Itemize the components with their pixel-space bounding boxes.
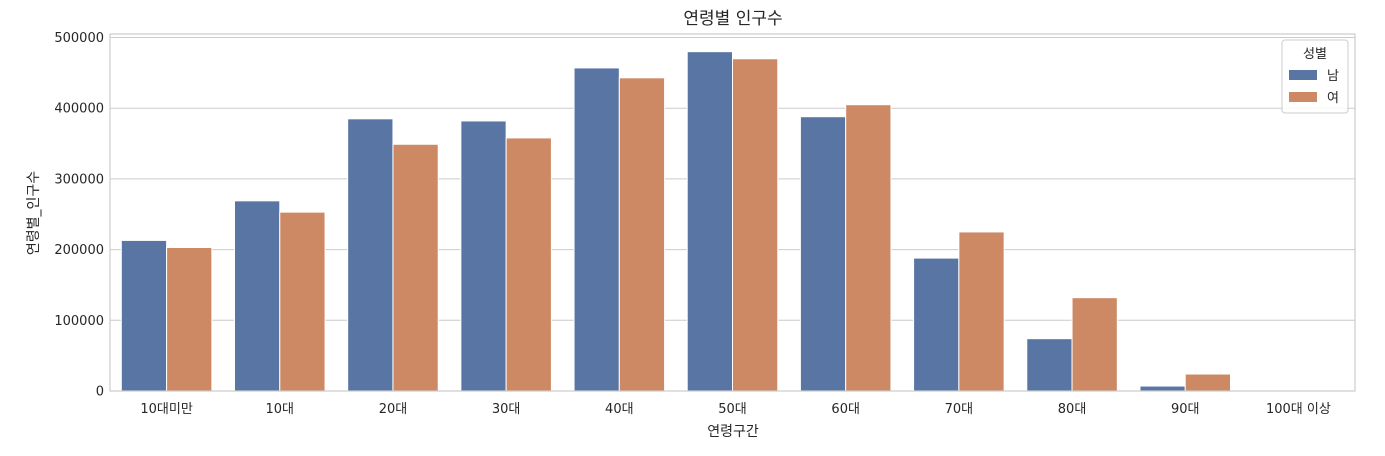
x-tick-label: 10대: [266, 402, 295, 417]
bar: [573, 67, 620, 392]
y-tick-label: 100000: [54, 314, 104, 329]
y-tick-label: 200000: [54, 243, 104, 258]
x-tick-labels: 10대미만 10대 20대 30대 40대 50대 60대 70대 80대 90대 100대 이상: [140, 402, 1330, 417]
bar: [1139, 385, 1186, 392]
bars: [120, 51, 1345, 392]
bar: [505, 137, 552, 392]
y-tick-label: 500000: [54, 31, 104, 46]
y-tick-label: 400000: [54, 102, 104, 117]
bar: [958, 231, 1005, 392]
legend-swatch: [1289, 92, 1317, 102]
bar: [279, 211, 326, 392]
bar: [392, 143, 439, 392]
x-tick-label: 20대: [379, 402, 408, 417]
bar: [1026, 338, 1073, 392]
x-tick-label: 10대미만: [140, 402, 192, 417]
y-tick-label: 300000: [54, 172, 104, 187]
legend-items: 남여: [1289, 69, 1339, 106]
x-tick-label: 30대: [492, 402, 521, 417]
bar: [1071, 297, 1118, 392]
legend-label: 남: [1327, 69, 1339, 84]
legend: 성별 남여: [1281, 39, 1349, 114]
x-tick-label: 60대: [831, 402, 860, 417]
bar: [347, 118, 394, 392]
bar: [799, 116, 847, 392]
bar: [1184, 373, 1232, 392]
legend-title: 성별: [1303, 47, 1327, 62]
x-axis-label: 연령구간: [707, 424, 759, 440]
y-axis-label: 연령별_인구수: [26, 171, 42, 255]
bar: [845, 104, 892, 392]
bar: [460, 120, 507, 392]
plot-frame: [109, 33, 1356, 392]
x-tick-label: 80대: [1058, 402, 1087, 417]
x-tick-label: 70대: [945, 402, 974, 417]
y-tick-labels: 0 100000 200000 300000 400000 500000: [54, 31, 104, 399]
legend-swatch: [1289, 70, 1317, 80]
bar: [234, 200, 281, 392]
y-tick-label: 0: [96, 385, 104, 400]
x-tick-label: 50대: [718, 402, 747, 417]
bar: [732, 58, 779, 392]
chart-title: 연령별 인구수: [683, 9, 782, 29]
x-tick-label: 40대: [605, 402, 634, 417]
bar: [618, 77, 666, 392]
bar: [913, 257, 960, 392]
bar: [166, 246, 213, 392]
bar: [120, 239, 168, 392]
x-tick-label: 100대 이상: [1266, 402, 1331, 417]
legend-label: 여: [1327, 91, 1339, 106]
x-tick-label: 90대: [1171, 402, 1200, 417]
bar: [686, 51, 734, 392]
